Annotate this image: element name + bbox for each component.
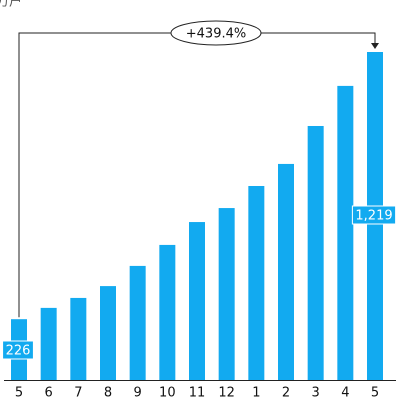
bar	[40, 307, 57, 380]
x-tick-label: 1	[252, 386, 260, 401]
x-tick-label: 5	[15, 386, 23, 401]
bar	[189, 222, 205, 380]
arrow-head	[371, 43, 379, 49]
x-tick-label: 10	[159, 386, 176, 401]
x-tick-label: 6	[45, 386, 53, 401]
bar	[70, 297, 87, 380]
x-tick-label: 7	[74, 386, 82, 401]
x-tick-label: 2	[282, 386, 290, 401]
bar	[218, 208, 235, 380]
x-tick-label: 4	[341, 386, 349, 401]
x-tick-label: 11	[189, 386, 206, 401]
bar	[129, 265, 146, 380]
value-label: 226	[6, 344, 31, 359]
bar	[100, 286, 116, 380]
value-label-box	[2, 340, 34, 360]
x-tick-label: 3	[312, 386, 320, 401]
x-tick-label: 9	[134, 386, 142, 401]
bar	[248, 185, 265, 380]
x-tick-label: 8	[104, 386, 112, 401]
x-tick-label: 12	[218, 386, 235, 401]
bar	[337, 85, 354, 380]
annotation: +439.4%	[186, 27, 246, 42]
unit-label: 万户	[0, 0, 22, 10]
x-tick-label: 5	[371, 386, 379, 401]
bar	[278, 163, 294, 380]
value-label: 1,219	[355, 209, 392, 224]
bar	[159, 244, 176, 380]
bar	[307, 125, 324, 380]
annotation-ellipse	[170, 20, 262, 46]
value-label-box	[351, 205, 397, 225]
